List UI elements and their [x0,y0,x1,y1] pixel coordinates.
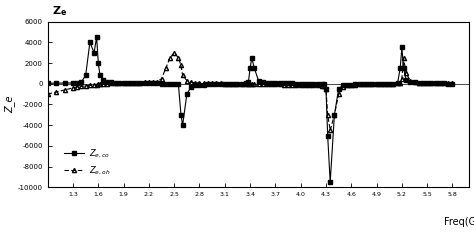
$Z_{e,oh}$ [416,81,421,84]
$Z_{e,oh}$ [328,129,333,132]
$Z_{e,co}$ [290,82,295,85]
Y-axis label: Z_e: Z_e [4,96,15,113]
$Z_{e,oh}$ [428,81,434,84]
$Z_{e,co}$ [408,80,413,83]
Text: $\mathbf{Z_e}$: $\mathbf{Z_e}$ [52,4,67,18]
$Z_{e,co}$ [416,81,421,84]
$Z_{e,co}$ [172,82,177,85]
$Z_{e,oh}$ [450,82,456,85]
X-axis label: Freq(GHZ): Freq(GHZ) [445,217,474,227]
Line: $Z_{e,co}$: $Z_{e,co}$ [46,35,454,184]
$Z_{e,oh}$ [45,93,51,95]
$Z_{e,co}$ [450,82,456,85]
Legend: $Z_{e,co}$, $Z_{e,oh}$: $Z_{e,co}$, $Z_{e,oh}$ [60,145,113,180]
$Z_{e,oh}$ [420,81,426,84]
$Z_{e,oh}$ [290,83,295,86]
Line: $Z_{e,oh}$: $Z_{e,oh}$ [46,51,455,132]
$Z_{e,co}$ [94,36,100,39]
$Z_{e,oh}$ [408,79,413,82]
$Z_{e,co}$ [420,81,426,84]
$Z_{e,co}$ [45,82,51,85]
$Z_{e,co}$ [328,181,333,184]
$Z_{e,co}$ [428,82,434,84]
$Z_{e,oh}$ [172,51,177,54]
$Z_{e,oh}$ [167,56,173,59]
